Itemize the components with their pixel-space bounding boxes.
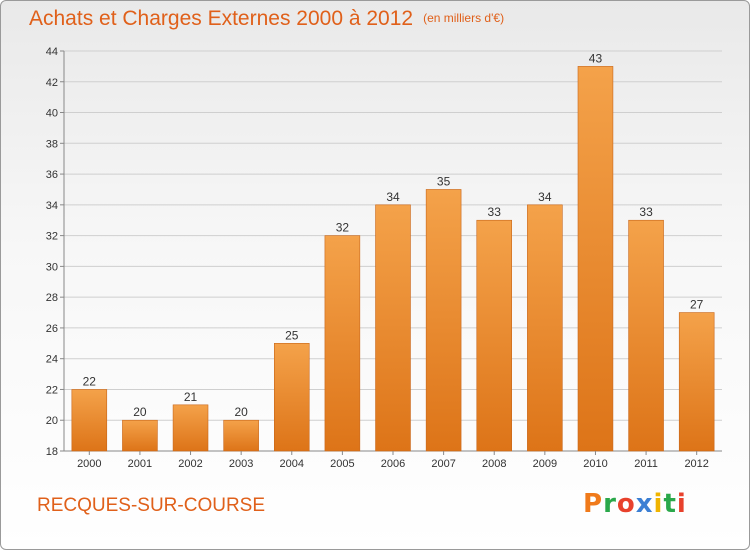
y-tick-label: 44 bbox=[46, 46, 58, 58]
x-tick-label: 2009 bbox=[533, 458, 557, 470]
bar-value-label: 20 bbox=[133, 405, 147, 419]
bar-value-label: 35 bbox=[437, 174, 451, 188]
y-tick-label: 22 bbox=[46, 384, 58, 396]
x-tick-label: 2008 bbox=[482, 458, 506, 470]
y-tick-label: 38 bbox=[46, 138, 58, 150]
x-tick-label: 2010 bbox=[583, 458, 607, 470]
bar-value-label: 22 bbox=[83, 374, 97, 388]
x-tick-label: 2002 bbox=[178, 458, 202, 470]
bar-value-label: 33 bbox=[639, 205, 653, 219]
bar-value-label: 34 bbox=[538, 190, 552, 204]
bar bbox=[425, 189, 462, 452]
x-tick-label: 2011 bbox=[634, 458, 658, 470]
bar bbox=[527, 204, 563, 452]
logo-letter: i bbox=[653, 489, 664, 519]
y-tick-label: 20 bbox=[46, 415, 58, 427]
y-tick-label: 42 bbox=[46, 77, 58, 89]
bar bbox=[375, 204, 411, 452]
y-tick-label: 40 bbox=[46, 108, 58, 120]
bar-value-label: 32 bbox=[336, 221, 350, 235]
y-tick-label: 26 bbox=[46, 323, 58, 335]
logo-letter: P bbox=[583, 489, 604, 519]
x-tick-label: 2001 bbox=[128, 458, 152, 470]
bar bbox=[628, 219, 664, 452]
chart-title: Achats et Charges Externes 2000 à 2012 (e… bbox=[29, 7, 504, 31]
bar bbox=[223, 419, 259, 452]
bar bbox=[172, 404, 209, 452]
x-tick-label: 2003 bbox=[229, 458, 253, 470]
logo-letter: o bbox=[616, 489, 636, 519]
y-tick-label: 32 bbox=[46, 231, 58, 243]
bar-value-label: 27 bbox=[690, 298, 704, 312]
x-tick-label: 2000 bbox=[77, 458, 101, 470]
bar-value-label: 20 bbox=[234, 405, 248, 419]
y-tick-label: 30 bbox=[46, 261, 58, 273]
bar-value-label: 21 bbox=[184, 390, 198, 404]
bar bbox=[324, 235, 361, 452]
bar bbox=[71, 389, 108, 452]
y-tick-label: 24 bbox=[46, 354, 58, 366]
bar-value-label: 43 bbox=[589, 51, 603, 65]
x-tick-label: 2007 bbox=[431, 458, 455, 470]
bar bbox=[476, 219, 512, 452]
logo-letter: r bbox=[603, 489, 617, 519]
bar bbox=[122, 419, 158, 452]
y-tick-label: 36 bbox=[46, 169, 58, 181]
y-tick-label: 18 bbox=[46, 446, 58, 458]
place-name: RECQUES-SUR-COURSE bbox=[37, 495, 266, 516]
bar bbox=[678, 312, 715, 452]
bar-value-label: 25 bbox=[285, 328, 299, 342]
chart-subtitle: (en milliers d'€) bbox=[423, 11, 505, 25]
logo-letter: t bbox=[663, 489, 677, 519]
bar bbox=[577, 66, 614, 452]
x-tick-label: 2005 bbox=[330, 458, 354, 470]
bar-value-label: 33 bbox=[488, 205, 502, 219]
logo-letter: i bbox=[676, 489, 687, 519]
x-tick-label: 2012 bbox=[684, 458, 708, 470]
x-tick-label: 2004 bbox=[280, 458, 304, 470]
bar-value-label: 34 bbox=[386, 190, 400, 204]
proxiti-logo: Proxiti bbox=[583, 489, 687, 519]
y-tick-label: 28 bbox=[46, 292, 58, 304]
logo-letter: x bbox=[635, 489, 654, 519]
bar bbox=[274, 343, 310, 452]
chart-title-text: Achats et Charges Externes 2000 à 2012 bbox=[29, 7, 414, 30]
y-tick-label: 34 bbox=[46, 200, 58, 212]
x-tick-label: 2006 bbox=[381, 458, 405, 470]
